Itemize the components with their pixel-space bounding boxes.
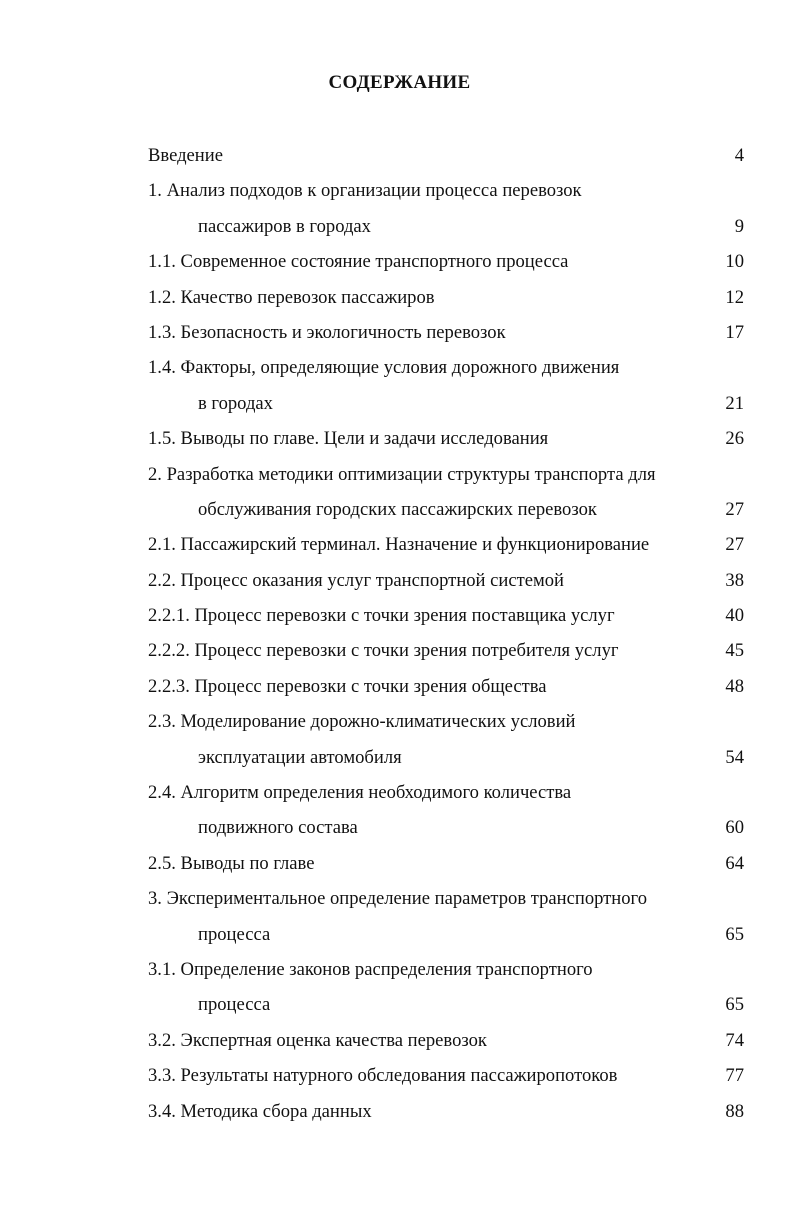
- toc-page-number: 9: [734, 215, 744, 237]
- toc-entry-text: процесса: [198, 994, 271, 1016]
- toc-entry-continuation: подвижного состава 60: [148, 810, 744, 845]
- toc-page-number: 60: [725, 817, 744, 839]
- toc-entry-text: пассажиров в городах: [198, 215, 371, 237]
- toc-entry-text: 2.3. Моделирование дорожно-климатических…: [148, 711, 576, 733]
- toc-entry-text: 1. Анализ подходов к организации процесс…: [148, 180, 582, 202]
- toc-entry: 1.1. Современное состояние транспортного…: [148, 244, 744, 279]
- toc-page-number: 38: [725, 569, 744, 591]
- toc-entry: 3.3. Результаты натурного обследования п…: [148, 1058, 744, 1093]
- toc-entry-text: 1.4. Факторы, определяющие условия дорож…: [148, 357, 620, 379]
- toc-page-number: 54: [725, 746, 744, 768]
- page-title: СОДЕРЖАНИЕ: [328, 72, 471, 93]
- toc-entry-text: эксплуатации автомобиля: [198, 746, 402, 768]
- toc-entry-text: 2.1. Пассажирский терминал. Назначение и…: [148, 534, 650, 556]
- toc-entry: 1. Анализ подходов к организации процесс…: [148, 173, 744, 208]
- toc-entry: 2.1. Пассажирский терминал. Назначение и…: [148, 527, 744, 562]
- toc-entry-continuation: в городах 21: [148, 386, 744, 421]
- toc-entry-text: 3. Экспериментальное определение парамет…: [148, 888, 647, 910]
- toc-entry: 3.1. Определение законов распределения т…: [148, 952, 744, 987]
- toc-page-number: 21: [725, 392, 744, 414]
- toc-entry-text: 2.2.1. Процесс перевозки с точки зрения …: [148, 605, 615, 627]
- toc-entry-text: 2.2.3. Процесс перевозки с точки зрения …: [148, 675, 547, 697]
- toc-page-number: 4: [734, 145, 744, 166]
- toc-entry: 2.3. Моделирование дорожно-климатических…: [148, 704, 744, 739]
- toc-entry-text: подвижного состава: [198, 817, 358, 839]
- toc-page-number: 10: [725, 251, 744, 273]
- toc-entry-continuation: эксплуатации автомобиля 54: [148, 740, 744, 775]
- toc-entry-text: 3.4. Методика сбора данных: [148, 1100, 372, 1122]
- toc-entry: Введение 4: [148, 138, 744, 173]
- toc-entry-text: 2.5. Выводы по главе: [148, 852, 315, 874]
- toc-entry: 3.4. Методика сбора данных 88: [148, 1094, 744, 1129]
- toc-page-number: 27: [725, 498, 744, 520]
- toc-entry: 1.4. Факторы, определяющие условия дорож…: [148, 350, 744, 385]
- toc-page-number: 45: [725, 640, 744, 662]
- toc-page-number: 26: [725, 428, 744, 450]
- toc-entry-text: 3.2. Экспертная оценка качества перевозо…: [148, 1029, 487, 1051]
- toc-entry: 1.2. Качество перевозок пассажиров 12: [148, 280, 744, 315]
- toc-page-number: 12: [725, 286, 744, 308]
- toc-entry: 3. Экспериментальное определение парамет…: [148, 881, 744, 916]
- toc-entry: 2.2.1. Процесс перевозки с точки зрения …: [148, 598, 744, 633]
- toc-entry-text: 3.1. Определение законов распределения т…: [148, 958, 593, 980]
- toc-entry-text: в городах: [198, 392, 273, 414]
- toc-page-number: 27: [725, 534, 744, 556]
- toc-entry: 3.2. Экспертная оценка качества перевозо…: [148, 1023, 744, 1058]
- toc-page-number: 65: [725, 923, 744, 945]
- toc-entry-continuation: пассажиров в городах 9: [148, 209, 744, 244]
- toc-entry-text: Введение: [148, 145, 223, 166]
- toc-page-number: 88: [725, 1100, 744, 1122]
- toc-entry-text: 2.2.2. Процесс перевозки с точки зрения …: [148, 640, 619, 662]
- toc-entry: 2.4. Алгоритм определения необходимого к…: [148, 775, 744, 810]
- toc-page-number: 77: [725, 1065, 744, 1087]
- toc-page-number: 65: [725, 994, 744, 1016]
- toc-entry-text: 1.2. Качество перевозок пассажиров: [148, 286, 435, 308]
- toc-entry: 1.5. Выводы по главе. Цели и задачи иссл…: [148, 421, 744, 456]
- toc-entry: 1.3. Безопасность и экологичность перево…: [148, 315, 744, 350]
- toc-entry-text: 2.4. Алгоритм определения необходимого к…: [148, 782, 572, 804]
- table-of-contents: Введение 4 1. Анализ подходов к организаци…: [148, 138, 744, 1129]
- toc-entry-text: 1.3. Безопасность и экологичность перево…: [148, 321, 506, 343]
- toc-page-number: 74: [725, 1029, 744, 1051]
- toc-entry: 2. Разработка методики оптимизации струк…: [148, 457, 744, 492]
- toc-page-number: 64: [725, 852, 744, 874]
- toc-entry-text: обслуживания городских пассажирских пере…: [198, 498, 597, 520]
- toc-entry: 2.2. Процесс оказания услуг транспортной…: [148, 563, 744, 598]
- toc-entry-text: 1.1. Современное состояние транспортного…: [148, 251, 569, 273]
- toc-entry-text: 2.2. Процесс оказания услуг транспортной…: [148, 569, 565, 591]
- toc-entry-continuation: обслуживания городских пассажирских пере…: [148, 492, 744, 527]
- toc-entry: 2.5. Выводы по главе 64: [148, 846, 744, 881]
- toc-entry-continuation: процесса 65: [148, 917, 744, 952]
- toc-page-number: 40: [725, 605, 744, 627]
- toc-page-number: 48: [725, 675, 744, 697]
- toc-entry: 2.2.3. Процесс перевозки с точки зрения …: [148, 669, 744, 704]
- toc-entry-continuation: процесса 65: [148, 987, 744, 1022]
- toc-entry-text: процесса: [198, 923, 271, 945]
- toc-entry-text: 2. Разработка методики оптимизации струк…: [148, 463, 656, 485]
- toc-entry: 2.2.2. Процесс перевозки с точки зрения …: [148, 633, 744, 668]
- toc-entry-text: 1.5. Выводы по главе. Цели и задачи иссл…: [148, 428, 549, 450]
- toc-page-number: 17: [725, 321, 744, 343]
- toc-entry-text: 3.3. Результаты натурного обследования п…: [148, 1065, 618, 1087]
